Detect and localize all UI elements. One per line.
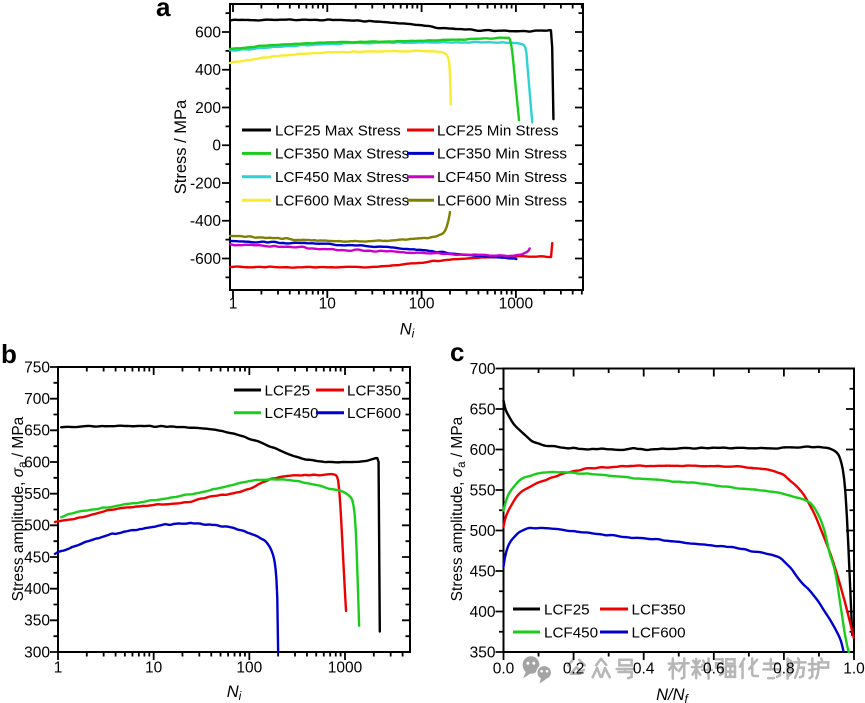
svg-text:700: 700 [24, 391, 50, 408]
svg-text:450: 450 [24, 549, 50, 566]
svg-text:Ni: Ni [227, 683, 242, 703]
svg-text:0.2: 0.2 [563, 661, 585, 678]
svg-text:200: 200 [195, 100, 221, 117]
svg-text:400: 400 [470, 604, 496, 621]
svg-text:LCF350 Min Stress: LCF350 Min Stress [437, 146, 567, 163]
svg-text:LCF600 Min Stress: LCF600 Min Stress [437, 193, 567, 210]
svg-text:LCF450: LCF450 [265, 405, 319, 422]
svg-text:350: 350 [470, 644, 496, 661]
svg-text:LCF25: LCF25 [544, 601, 590, 618]
svg-text:LCF450 Max Stress: LCF450 Max Stress [275, 169, 410, 186]
svg-text:1000: 1000 [328, 660, 363, 677]
svg-text:LCF600 Max Stress: LCF600 Max Stress [275, 193, 410, 210]
svg-text:10: 10 [319, 296, 337, 313]
svg-text:LCF450 Min Stress: LCF450 Min Stress [437, 169, 567, 186]
svg-text:0.0: 0.0 [493, 661, 515, 678]
svg-text:600: 600 [24, 454, 50, 471]
svg-text:0.8: 0.8 [773, 661, 795, 678]
svg-text:c: c [450, 337, 464, 367]
svg-text:1: 1 [229, 296, 238, 313]
svg-text:400: 400 [195, 62, 221, 79]
svg-text:500: 500 [470, 523, 496, 540]
svg-text:1.0: 1.0 [843, 661, 865, 678]
svg-text:600: 600 [470, 442, 496, 459]
svg-text:0.4: 0.4 [633, 661, 655, 678]
svg-text:LCF25: LCF25 [265, 382, 311, 399]
svg-text:650: 650 [470, 401, 496, 418]
svg-text:1000: 1000 [499, 296, 534, 313]
svg-text:0.6: 0.6 [703, 661, 725, 678]
svg-text:LCF25 Max Stress: LCF25 Max Stress [275, 122, 401, 139]
svg-text:550: 550 [470, 482, 496, 499]
svg-text:LCF450: LCF450 [544, 624, 598, 641]
svg-text:100: 100 [236, 660, 262, 677]
svg-text:10: 10 [145, 660, 163, 677]
svg-text:300: 300 [24, 644, 50, 661]
svg-text:600: 600 [195, 24, 221, 41]
svg-text:750: 750 [24, 359, 50, 376]
svg-text:a: a [156, 0, 171, 22]
svg-text:1: 1 [54, 660, 63, 677]
svg-text:Ni: Ni [400, 321, 415, 341]
svg-text:LCF25 Min Stress: LCF25 Min Stress [437, 122, 559, 139]
svg-text:Stress / MPa: Stress / MPa [172, 99, 190, 194]
svg-text:450: 450 [470, 563, 496, 580]
svg-text:Stress amplitude, σa / MPa: Stress amplitude, σa / MPa [10, 416, 29, 601]
svg-text:LCF350 Max Stress: LCF350 Max Stress [275, 146, 410, 163]
svg-text:LCF350: LCF350 [347, 382, 401, 399]
svg-text:-400: -400 [190, 213, 221, 230]
svg-text:350: 350 [24, 613, 50, 630]
svg-text:Stress amplitude, σa / MPa: Stress amplitude, σa / MPa [449, 416, 468, 601]
svg-text:400: 400 [24, 581, 50, 598]
svg-text:-600: -600 [190, 251, 221, 268]
svg-text:500: 500 [24, 518, 50, 535]
svg-text:b: b [1, 339, 17, 369]
svg-text:LCF600: LCF600 [347, 405, 401, 422]
svg-text:N/Nf: N/Nf [656, 686, 689, 703]
svg-text:100: 100 [409, 296, 435, 313]
svg-text:650: 650 [24, 423, 50, 440]
svg-text:-200: -200 [190, 175, 221, 192]
svg-text:700: 700 [470, 361, 496, 378]
svg-text:550: 550 [24, 486, 50, 503]
svg-text:LCF350: LCF350 [632, 601, 686, 618]
svg-text:LCF600: LCF600 [632, 624, 686, 641]
svg-text:0: 0 [212, 138, 221, 155]
